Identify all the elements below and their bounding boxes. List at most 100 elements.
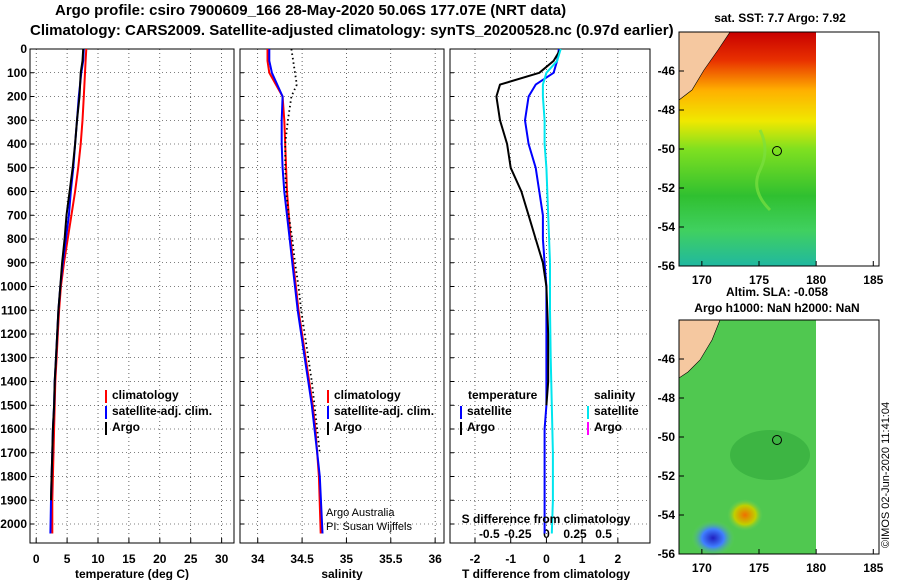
sst-map-title: sat. SST: 7.7 Argo: 7.92: [714, 11, 846, 25]
temperature-legend: climatology satellite-adj. clim. Argo: [105, 388, 212, 435]
grid-lines: [30, 48, 650, 543]
x-tick-label: 25: [184, 552, 198, 566]
map-y-tick-label: -54: [658, 508, 676, 522]
x-tick-label: 15: [122, 552, 136, 566]
y-tick-label: 400: [7, 137, 27, 151]
legend-heading-temperature: temperature: [468, 388, 538, 402]
map-x-tick-label: 185: [863, 561, 883, 575]
y-tick-label: 700: [7, 208, 27, 222]
x-tick-label: 35.5: [379, 552, 403, 566]
legend-label-satellite: satellite-adj. clim.: [112, 404, 212, 418]
x-tick-label: 36: [428, 552, 442, 566]
legend-label-climatology: climatology: [112, 388, 179, 402]
map-x-tick-label: 170: [692, 561, 712, 575]
map-x-tick-label: 175: [749, 561, 769, 575]
salinity-xlabel: salinity: [321, 567, 363, 580]
map-x-tick-label: 170: [692, 273, 712, 287]
x-tick-label: 5: [64, 552, 71, 566]
annotation-argo-australia: Argo Australia: [326, 507, 395, 519]
sla-high-feature: [727, 499, 763, 531]
map-x-tick-label: 180: [806, 561, 826, 575]
sst-front-feature: [755, 129, 772, 212]
legend-label-satellite: satellite-adj. clim.: [334, 404, 434, 418]
map-y-tick-label: -46: [658, 352, 676, 366]
y-tick-label: 1800: [0, 470, 27, 484]
x-tick-label: 0: [33, 552, 40, 566]
figure-subtitle: Climatology: CARS2009. Satellite-adjuste…: [30, 22, 674, 39]
x-tick-label: -1: [505, 552, 516, 566]
y-tick-label: 300: [7, 113, 27, 127]
series-satellite: [268, 49, 324, 534]
series-argo: [284, 48, 321, 453]
sla-map-subtitle: Argo h1000: NaN h2000: NaN: [694, 301, 859, 315]
secondary-tick-label: 0.5: [595, 527, 612, 541]
map-y-tick-label: -50: [658, 430, 676, 444]
map-y-tick-label: -54: [658, 220, 676, 234]
sla-low-region: [730, 430, 810, 480]
secondary-axis-label: S difference from climatology: [462, 512, 631, 526]
map-y-tick-label: -52: [658, 181, 676, 195]
sla-map: [678, 319, 880, 556]
legend-label-climatology: climatology: [334, 388, 401, 402]
x-tick-label: 30: [215, 552, 229, 566]
y-tick-label: 1700: [0, 446, 27, 460]
map-y-tick-label: -50: [658, 142, 676, 156]
temperature-xlabel: temperature (deg C): [75, 567, 189, 580]
x-tick-label: 20: [153, 552, 167, 566]
sst-argo-marker: [772, 146, 782, 156]
y-tick-label: 100: [7, 66, 27, 80]
y-tick-label: 2000: [0, 517, 27, 531]
salinity-panel-frame: [239, 48, 445, 544]
y-tick-label: 1100: [1, 303, 27, 317]
series-s-satellite: [541, 48, 562, 534]
y-tick-label: 1300: [0, 351, 27, 365]
y-tick-label: 500: [7, 161, 27, 175]
map-y-tick-label: -56: [658, 547, 676, 561]
map-y-tick-label: -46: [658, 64, 676, 78]
temperature-panel-frame: [29, 48, 235, 544]
x-tick-label: -2: [470, 552, 481, 566]
series-lines: [49, 48, 562, 534]
legend-label-argo: Argo: [112, 420, 140, 434]
y-tick-label: 1200: [0, 327, 27, 341]
sst-map: [678, 31, 880, 267]
map-y-tick-label: -52: [658, 469, 676, 483]
map-x-tick-label: 175: [749, 273, 769, 287]
figure-title: Argo profile: csiro 7900609_166 28-May-2…: [55, 2, 567, 19]
salinity-legend: climatology satellite-adj. clim. Argo: [327, 388, 434, 435]
legend-label-s-satellite: satellite: [594, 404, 639, 418]
y-tick-label: 1000: [0, 280, 27, 294]
x-tick-label: 35: [340, 552, 354, 566]
difference-legend: temperature satellite Argo salinity sate…: [460, 388, 639, 435]
map-y-tick-label: -48: [658, 103, 676, 117]
y-tick-label: 1500: [0, 398, 27, 412]
annotation-pi: PI: Susan Wijffels: [326, 521, 412, 533]
x-tick-label: 10: [91, 552, 105, 566]
y-tick-label: 1900: [0, 493, 27, 507]
map-x-tick-label: 185: [863, 273, 883, 287]
y-tick-label: 1600: [0, 422, 27, 436]
y-tick-label: 900: [7, 256, 27, 270]
sst-map-ticks: 170 175 180 185 -46 -48 -50 -52 -54 -56: [658, 64, 884, 287]
map-y-tick-label: -48: [658, 391, 676, 405]
map-x-tick-label: 180: [806, 273, 826, 287]
y-tick-label: 200: [7, 90, 27, 104]
y-tick-label: 0: [20, 42, 27, 56]
legend-label-argo: Argo: [334, 420, 362, 434]
sla-map-ticks: 170 175 180 185 -46 -48 -50 -52 -54 -56: [658, 352, 884, 575]
x-tick-label: 0: [543, 552, 550, 566]
imos-timestamp: ©IMOS 02-Jun-2020 11:41:04: [880, 401, 892, 548]
secondary-tick-label: -0.5: [479, 527, 500, 541]
difference-xlabel: T difference from climatology: [462, 567, 630, 580]
x-tick-label: 1: [579, 552, 586, 566]
x-tick-label: 34: [251, 552, 265, 566]
x-tick-label: 2: [615, 552, 622, 566]
legend-label-t-satellite: satellite: [467, 404, 512, 418]
legend-label-t-argo: Argo: [467, 420, 495, 434]
secondary-tick-label: 0.25: [563, 527, 587, 541]
y-tick-label: 1400: [0, 375, 27, 389]
secondary-tick-label: 0: [543, 527, 550, 541]
y-tick-label: 800: [7, 232, 27, 246]
